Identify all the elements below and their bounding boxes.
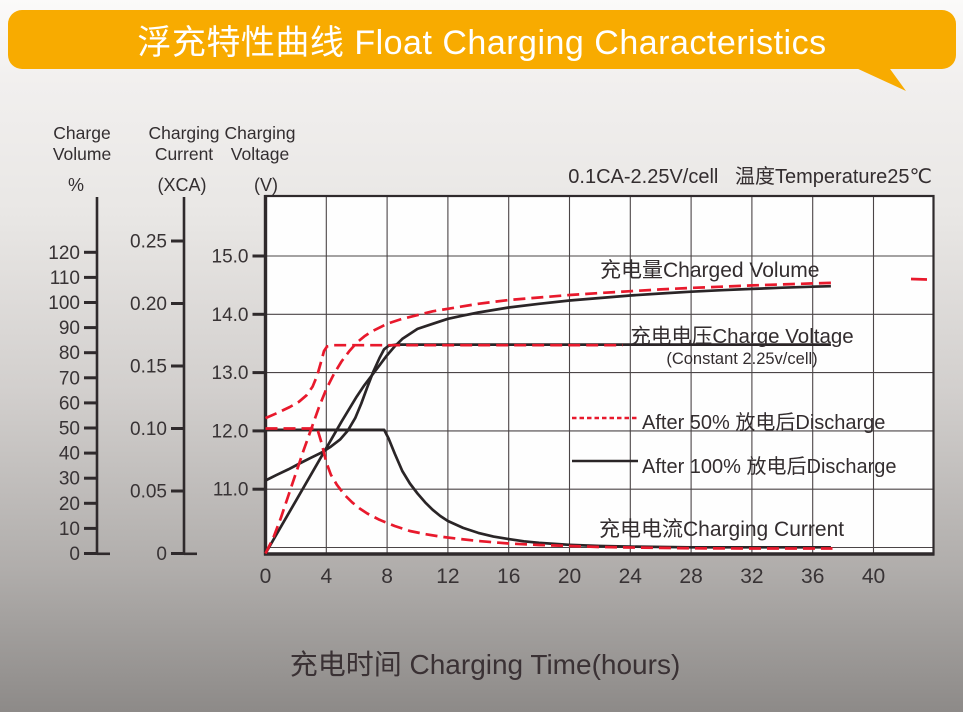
x-tick-label: 20 — [558, 565, 581, 588]
curve-volume-after-100 — [264, 284, 831, 555]
volume-tick-label: 70 — [59, 368, 80, 389]
charged-volume-label: 充电量Charged Volume — [600, 259, 820, 282]
volume-axis-header-line2: Volume — [52, 144, 112, 164]
x-tick-label: 16 — [497, 565, 520, 588]
curve-volume-after-50 — [264, 281, 831, 555]
charge-voltage-label-block: 充电电压Charge Voltage (Constant 2.25v/cell) — [630, 319, 854, 369]
voltage-axis-unit: (V) — [254, 175, 278, 195]
legend-label-after-100: After 100% 放电后Discharge — [642, 456, 897, 478]
x-tick-label: 12 — [436, 565, 459, 588]
curve-voltage-after-50 — [264, 343, 623, 420]
current-tick-label: 0 — [156, 544, 167, 565]
voltage-axis-header: Charging Voltage — [208, 123, 312, 165]
voltage-axis-header-line1: Charging — [224, 123, 296, 143]
plot-background — [265, 196, 934, 554]
curve-current-after-50 — [265, 427, 833, 550]
current-tick-label: 0.10 — [130, 419, 167, 440]
title-banner: 浮充特性曲线 Float Charging Characteristics — [8, 10, 956, 69]
volume-axis-header: Charge Volume — [30, 123, 134, 165]
current-axis-header: Charging Current — [132, 123, 236, 165]
charge-voltage-sublabel: (Constant 2.25v/cell) — [666, 350, 818, 368]
volume-tick-label: 80 — [59, 343, 80, 364]
legend-label-after-50: After 50% 放电后Discharge — [642, 412, 886, 434]
volume-tick-label: 100 — [48, 293, 80, 314]
volume-axis-header-line1: Charge — [53, 123, 111, 143]
volume-tick-label: 90 — [59, 318, 80, 339]
current-tick-label: 0.25 — [130, 232, 167, 253]
volume-tick-label: 120 — [48, 243, 80, 264]
volume-tick-label: 0 — [69, 544, 80, 565]
volume-tick-label: 50 — [59, 419, 80, 440]
x-tick-label: 8 — [381, 565, 393, 588]
banner-tail-icon — [843, 62, 906, 91]
current-tick-label: 0.20 — [130, 294, 167, 315]
volume-tick-label: 20 — [59, 494, 80, 515]
x-tick-label: 4 — [320, 565, 332, 588]
current-tick-label: 0.05 — [130, 482, 167, 503]
condition-note: 0.1CA-2.25V/cell 温度Temperature25℃ — [568, 166, 932, 188]
voltage-tick-label: 13.0 — [212, 363, 249, 384]
voltage-tick-label: 14.0 — [212, 305, 249, 326]
volume-tick-label: 110 — [50, 268, 80, 289]
volume-tick-label: 30 — [59, 469, 80, 490]
charge-voltage-label: 充电电压Charge Voltage — [630, 325, 854, 348]
current-axis-header-line2: Current — [154, 144, 214, 164]
x-tick-label: 24 — [619, 565, 643, 588]
voltage-axis-header-line2: Voltage — [230, 144, 290, 164]
volume-tick-label: 40 — [59, 444, 80, 465]
volume-tick-label: 10 — [59, 519, 80, 540]
current-axis-unit: (XCA) — [157, 175, 207, 195]
page-title: 浮充特性曲线 Float Charging Characteristics — [137, 24, 827, 62]
voltage-tick-label: 12.0 — [212, 421, 249, 442]
volume-axis-unit: % — [67, 175, 84, 195]
charging-current-label: 充电电流Charging Current — [599, 518, 845, 541]
volume-tick-label: 60 — [59, 393, 80, 414]
x-tick-label: 28 — [679, 565, 702, 588]
voltage-tick-label: 15.0 — [212, 247, 249, 268]
current-tick-label: 0.15 — [130, 357, 167, 378]
x-tick-label: 36 — [801, 565, 824, 588]
voltage-tick-label: 11.0 — [213, 480, 249, 501]
stray-red-dash — [910, 277, 928, 281]
current-axis-header-line1: Charging — [148, 123, 220, 143]
x-tick-label: 32 — [740, 565, 763, 588]
x-tick-label: 0 — [260, 565, 272, 588]
x-tick-label: 40 — [862, 565, 885, 588]
x-axis-title: 充电时间 Charging Time(hours) — [289, 649, 681, 680]
